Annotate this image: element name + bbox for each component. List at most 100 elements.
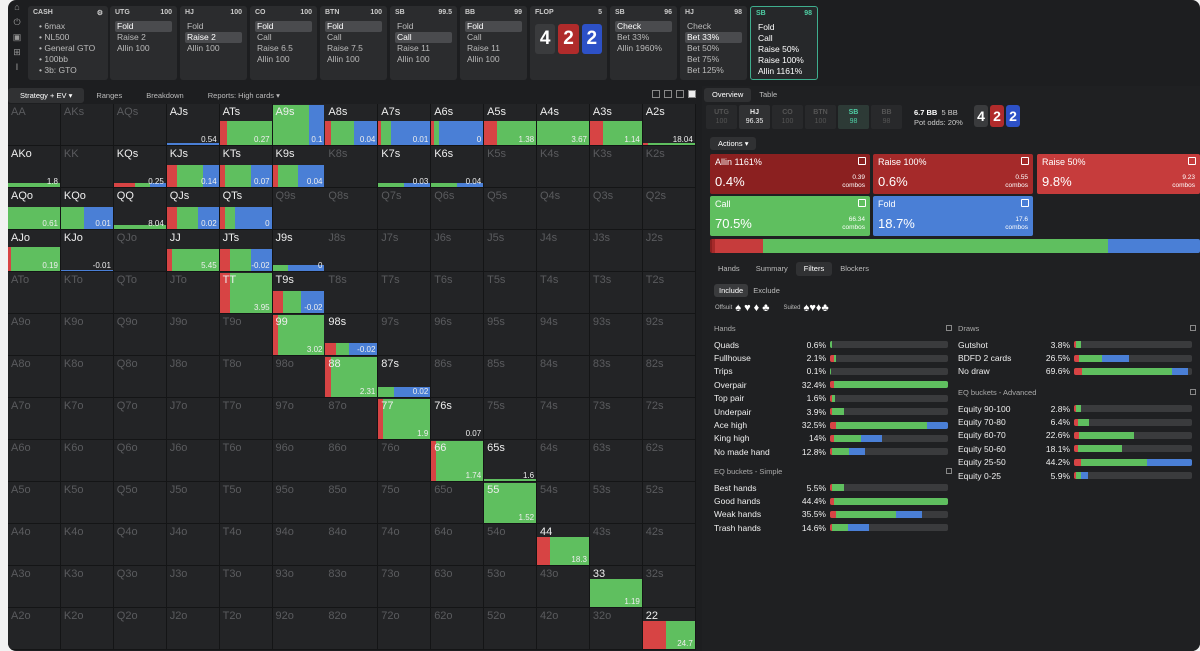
- postflop-card-hj[interactable]: HJ 98 Check Bet 33% Bet 50% Bet 75% Bet 125%: [680, 6, 747, 80]
- hand-cell[interactable]: 97s: [378, 314, 432, 356]
- hand-cell[interactable]: 76o: [378, 440, 432, 482]
- action-option[interactable]: Call: [327, 32, 342, 42]
- filter-row[interactable]: Equity 25-50 44.2%: [958, 456, 1196, 469]
- gamepad-icon[interactable]: ⊞: [13, 47, 21, 57]
- hand-cell[interactable]: QJs 0.02: [166, 188, 220, 230]
- hand-cell[interactable]: A5s 1.38: [484, 104, 538, 146]
- hand-cell[interactable]: KJo -0.01: [60, 230, 114, 272]
- hand-cell[interactable]: Q9o: [113, 314, 167, 356]
- hand-cell[interactable]: J8s: [325, 230, 379, 272]
- hand-cell[interactable]: 93s: [589, 314, 643, 356]
- gear-icon[interactable]: ⚙: [96, 10, 103, 17]
- action-option[interactable]: Bet 125%: [687, 65, 724, 75]
- hand-cell[interactable]: T5s: [484, 272, 538, 314]
- hand-cell[interactable]: J9s 0: [272, 230, 326, 272]
- action-option[interactable]: Call: [758, 33, 773, 43]
- action-option[interactable]: Allin 100: [257, 54, 290, 64]
- hand-cell[interactable]: J4s: [537, 230, 590, 272]
- hand-cell[interactable]: AJs 0.54: [166, 104, 220, 146]
- hand-cell[interactable]: 43s: [589, 524, 643, 566]
- tab-breakdown[interactable]: Breakdown: [134, 88, 196, 103]
- position-card-sb[interactable]: SB 99.5 Fold Call Raise 11 Allin 100: [390, 6, 457, 80]
- hand-cell[interactable]: K8s: [325, 146, 379, 188]
- hand-cell[interactable]: J3s: [589, 230, 643, 272]
- position-chip[interactable]: UTG 100: [706, 105, 737, 129]
- hand-cell[interactable]: K4o: [60, 524, 114, 566]
- hand-cell[interactable]: 83o: [325, 566, 379, 608]
- hand-cell[interactable]: 55 1.52: [484, 482, 538, 524]
- view-grid-small-icon[interactable]: [664, 90, 672, 98]
- hand-cell[interactable]: T4o: [219, 524, 273, 566]
- position-card-bb[interactable]: BB 99 Fold Call Raise 11 Allin 100: [460, 6, 527, 80]
- hand-cell[interactable]: 97o: [272, 398, 326, 440]
- collapse-icon[interactable]: [1190, 389, 1196, 395]
- hand-cell[interactable]: 94o: [272, 524, 326, 566]
- action-option[interactable]: Raise 100%: [758, 55, 804, 65]
- filter-row[interactable]: King high 14%: [714, 432, 952, 445]
- hand-cell[interactable]: AKo 1.8: [8, 146, 61, 188]
- hand-cell[interactable]: 52s: [642, 482, 696, 524]
- action-box[interactable]: Call 70.5% 66.34 combos: [710, 196, 870, 236]
- action-option[interactable]: Raise 11: [467, 43, 500, 53]
- hand-cell[interactable]: 53s: [589, 482, 643, 524]
- hand-cell[interactable]: T3o: [219, 566, 273, 608]
- filter-row[interactable]: No draw 69.6%: [958, 365, 1196, 378]
- tab-summary[interactable]: Summary: [755, 264, 788, 273]
- hand-cell[interactable]: K9s 0.04: [272, 146, 326, 188]
- hand-cell[interactable]: Q7o: [113, 398, 167, 440]
- position-chip[interactable]: HJ 96.35: [739, 105, 770, 129]
- action-option[interactable]: Fold: [465, 21, 522, 32]
- action-option[interactable]: Check: [687, 21, 712, 31]
- hand-cell[interactable]: JTo: [166, 272, 220, 314]
- hand-cell[interactable]: Q5o: [113, 482, 167, 524]
- hand-cell[interactable]: AQs: [113, 104, 167, 146]
- hand-cell[interactable]: KTo: [60, 272, 114, 314]
- hand-cell[interactable]: 74o: [378, 524, 432, 566]
- hand-cell[interactable]: AJo 0.19: [8, 230, 61, 272]
- filter-row[interactable]: Good hands 44.4%: [714, 494, 952, 507]
- hand-cell[interactable]: 65s 1.6: [484, 440, 538, 482]
- hand-cell[interactable]: A3o: [8, 566, 61, 608]
- hand-cell[interactable]: QJo: [113, 230, 167, 272]
- action-option[interactable]: Raise 7.5: [327, 43, 363, 53]
- postflop-card-sb[interactable]: SB 98 Fold Call Raise 50% Raise 100% Allin 116…: [750, 6, 818, 80]
- position-card-hj[interactable]: HJ 100 Fold Raise 2 Allin 100: [180, 6, 247, 80]
- tab-blockers[interactable]: Blockers: [840, 264, 869, 273]
- tab-reports-high-cards[interactable]: Reports: High cards ▾: [196, 88, 292, 103]
- hand-cell[interactable]: KTs 0.07: [219, 146, 273, 188]
- hand-cell[interactable]: 75o: [378, 482, 432, 524]
- hand-cell[interactable]: 62s: [642, 440, 696, 482]
- expand-icon[interactable]: [1021, 157, 1029, 165]
- filter-row[interactable]: Top pair 1.6%: [714, 392, 952, 405]
- hand-cell[interactable]: K6s 0.04: [431, 146, 485, 188]
- hand-cell[interactable]: AQo 0.61: [8, 188, 61, 230]
- action-box[interactable]: Allin 1161% 0.4% 0.39 combos: [710, 154, 870, 194]
- action-option[interactable]: Call: [467, 32, 482, 42]
- hand-cell[interactable]: AKs: [60, 104, 114, 146]
- action-box[interactable]: Raise 50% 9.8% 9.23 combos: [1037, 154, 1200, 194]
- hand-cell[interactable]: 98s -0.02: [325, 314, 379, 356]
- hand-cell[interactable]: 44 18.3: [537, 524, 590, 566]
- collapse-icon[interactable]: [946, 468, 952, 474]
- hand-cell[interactable]: Q6s: [431, 188, 485, 230]
- filter-row[interactable]: BDFD 2 cards 26.5%: [958, 351, 1196, 364]
- view-single-icon[interactable]: [688, 90, 696, 98]
- hand-cell[interactable]: 42o: [537, 608, 590, 650]
- action-option[interactable]: Bet 33%: [617, 32, 650, 42]
- tab-overview[interactable]: Overview: [704, 88, 752, 102]
- text-cursor-icon[interactable]: Ⅰ: [15, 62, 19, 72]
- power-icon[interactable]: ⏻: [13, 17, 21, 27]
- hand-cell[interactable]: 99 3.02: [272, 314, 326, 356]
- view-split-icon[interactable]: [652, 90, 660, 98]
- hand-cell[interactable]: JTs -0.02: [219, 230, 273, 272]
- action-option[interactable]: Bet 33%: [685, 32, 742, 43]
- hand-cell[interactable]: T4s: [537, 272, 590, 314]
- position-chip[interactable]: BTN 100: [805, 105, 836, 129]
- hand-cell[interactable]: 77 1.9: [378, 398, 432, 440]
- tab-hands[interactable]: Hands: [718, 264, 740, 273]
- hand-cell[interactable]: 63s: [589, 440, 643, 482]
- actions-dropdown[interactable]: Actions ▾: [710, 137, 757, 150]
- expand-icon[interactable]: [1188, 157, 1196, 165]
- hand-cell[interactable]: Q2s: [642, 188, 696, 230]
- hand-cell[interactable]: 85o: [325, 482, 379, 524]
